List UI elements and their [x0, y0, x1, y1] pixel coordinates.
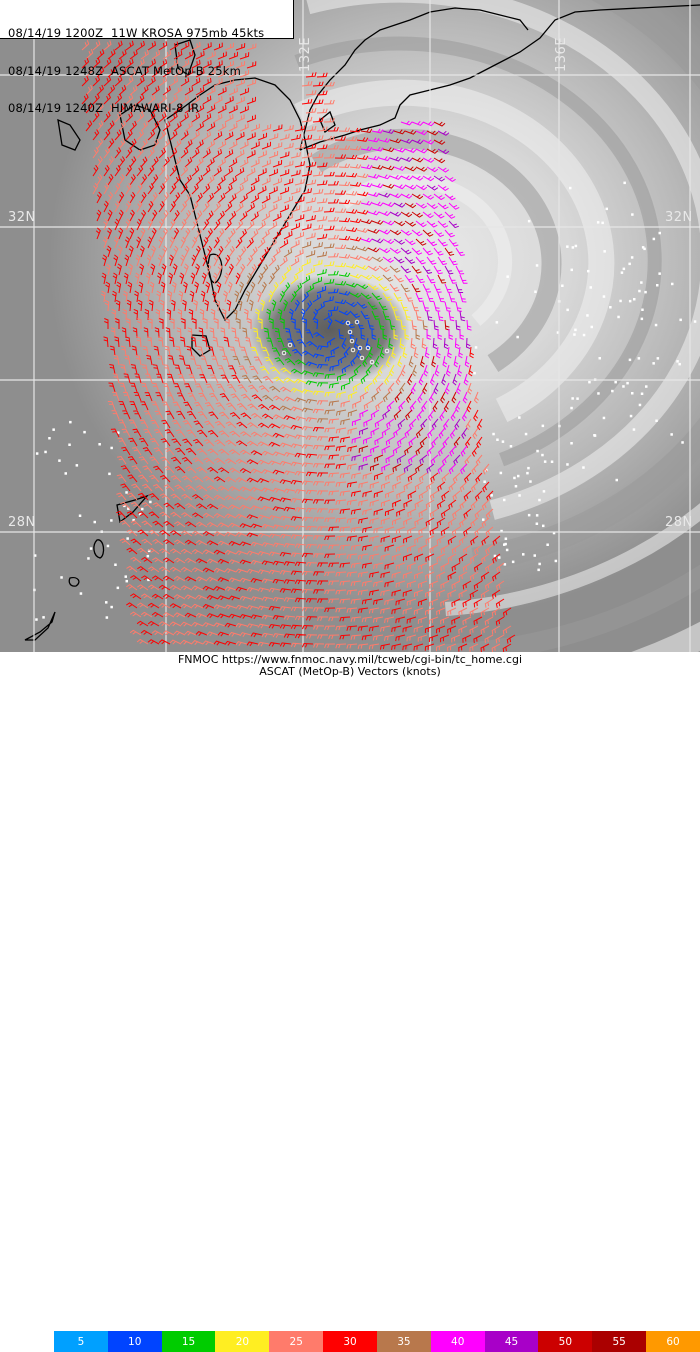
legend-cell-5kt: 5 [54, 1331, 108, 1352]
storm-info-line: 08/14/19 1200Z 11W KROSA 975mb 45kts [8, 26, 265, 40]
legend-cell-45kt: 45 [484, 1331, 539, 1352]
wind-barbs-swath [81, 40, 516, 652]
source-credit: FNMOC https://www.fnmoc.navy.mil/tcweb/c… [177, 653, 523, 666]
legend-cell-15kt: 15 [161, 1331, 216, 1352]
title-box: 08/14/19 1200Z 11W KROSA 975mb 45kts 08/… [0, 0, 294, 114]
scatterometer-info-line: 08/14/19 1248Z ASCAT MetOp-B 25km [8, 63, 242, 78]
footer: FNMOC https://www.fnmoc.navy.mil/tcweb/c… [0, 652, 700, 1352]
lat-label-32n-right: 32N [665, 210, 693, 225]
lon-label-132e: 132E [298, 36, 313, 72]
legend-cell-40kt: 40 [430, 1331, 485, 1352]
legend-cell-20kt: 20 [215, 1331, 270, 1352]
legend-cell-25kt: 25 [269, 1331, 324, 1352]
wind-speed-legend: 5 10 15 20 25 30 35 40 45 50 55 60 [54, 1331, 700, 1352]
lat-label-32n-left: 32N [8, 210, 36, 225]
legend-cell-30kt: 30 [323, 1331, 377, 1352]
legend-cell-10kt: 10 [107, 1331, 162, 1352]
legend-cell-55kt: 55 [592, 1331, 647, 1352]
storm-core [250, 275, 410, 385]
legend-cell-50kt: 50 [538, 1331, 593, 1352]
imagery-info-line: 08/14/19 1240Z HIMAWARI-8 IR [8, 101, 200, 115]
lat-label-28n-right: 28N [665, 515, 693, 530]
map-canvas [0, 0, 700, 652]
satellite-map: 08/14/19 1200Z 11W KROSA 975mb 45kts 08/… [0, 0, 700, 652]
lat-label-28n-left: 28N [8, 515, 36, 530]
legend-cell-60kt: 60 [646, 1331, 700, 1352]
legend-title: ASCAT (MetOp-B) Vectors (knots) [259, 665, 441, 678]
rain-flag-markers [281, 319, 390, 365]
lon-label-136e: 136E [554, 36, 569, 72]
legend-cell-35kt: 35 [376, 1331, 431, 1352]
